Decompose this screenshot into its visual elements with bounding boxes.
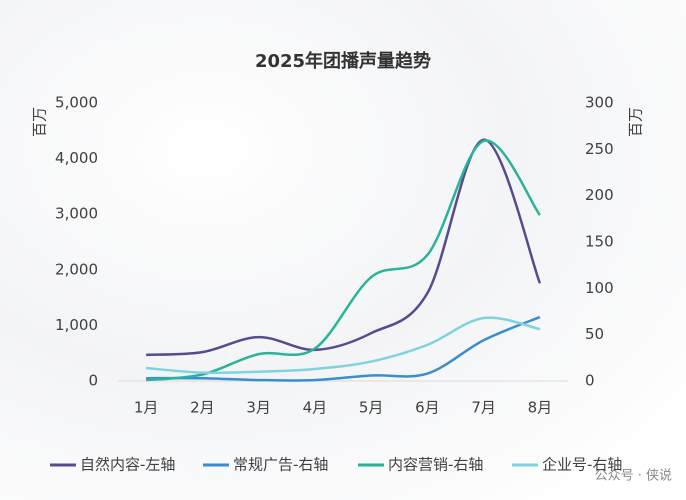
x-tick-label: 5月 [359, 399, 384, 417]
x-tick-label: 1月 [134, 399, 159, 417]
y-tick-label: 0 [88, 372, 98, 390]
y-tick-label: 3,000 [55, 205, 98, 223]
series-line [146, 316, 541, 375]
y2-tick-label: 0 [585, 372, 595, 390]
x-tick-label: 6月 [415, 399, 440, 417]
x-tick-label: 2月 [190, 399, 215, 417]
legend-label: 企业号-右轴 [542, 456, 622, 474]
series-line [146, 139, 541, 382]
y2-axis-title: 百万 [627, 107, 645, 137]
y-tick-label: 5,000 [55, 94, 98, 112]
x-tick-label: 4月 [303, 399, 328, 417]
watermark: 公众号 · 侠说 [595, 469, 672, 484]
y2-tick-label: 200 [585, 186, 614, 204]
x-tick-label: 3月 [246, 399, 271, 417]
legend-label: 常规广告-右轴 [233, 456, 328, 474]
y2-tick-label: 300 [585, 94, 614, 112]
y-axis-title: 百万 [31, 107, 49, 137]
y2-tick-label: 150 [585, 233, 614, 251]
y2-tick-label: 250 [585, 140, 614, 158]
y-tick-label: 4,000 [55, 149, 98, 167]
y-tick-label: 2,000 [55, 260, 98, 278]
y2-tick-label: 50 [585, 325, 604, 343]
legend-label: 内容营销-右轴 [388, 456, 483, 474]
x-tick-label: 8月 [528, 399, 553, 417]
legend-label: 自然内容-左轴 [80, 456, 175, 474]
x-tick-label: 7月 [471, 399, 496, 417]
y2-tick-label: 100 [585, 279, 614, 297]
chart-title: 2025年团播声量趋势 [255, 50, 431, 72]
series-line [146, 315, 541, 382]
y-tick-label: 1,000 [55, 316, 98, 334]
